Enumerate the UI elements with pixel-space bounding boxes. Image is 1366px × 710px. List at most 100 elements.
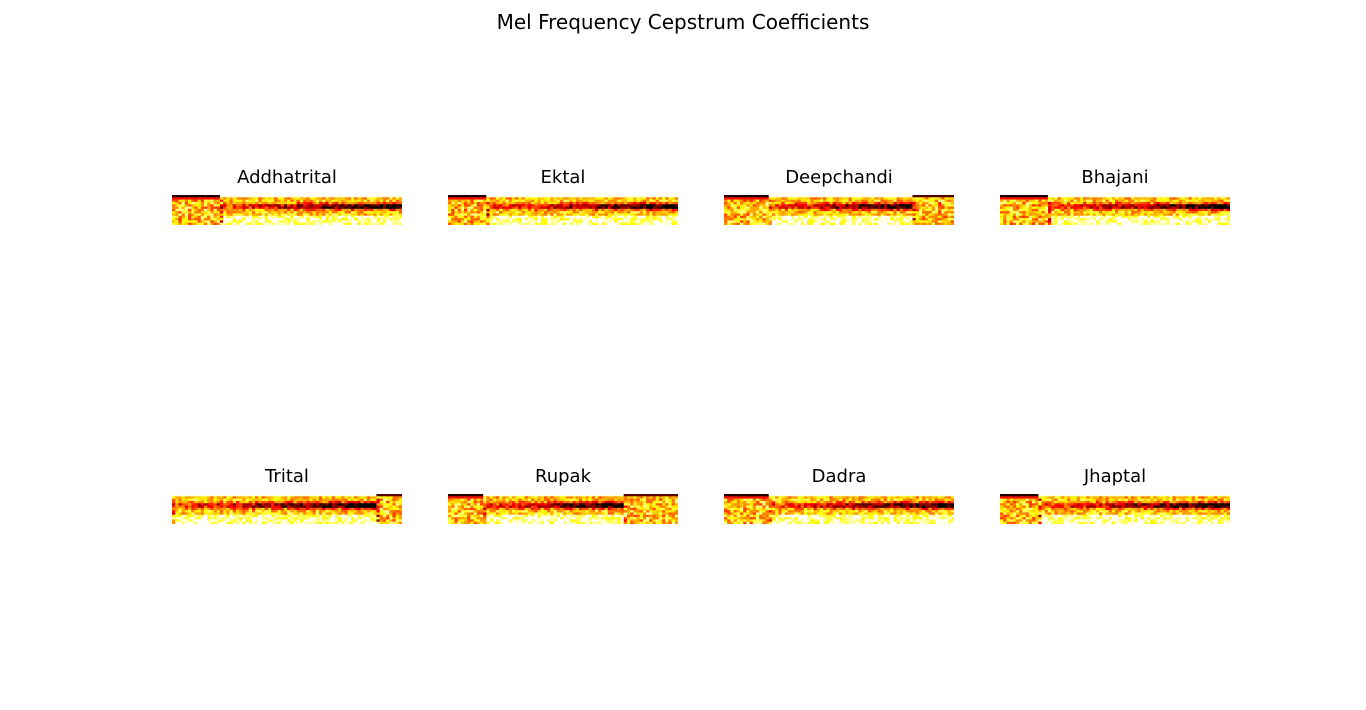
heatmap-cell (334, 517, 339, 520)
heatmap-cell (566, 211, 570, 214)
heatmap-cell (649, 211, 653, 214)
heatmap-cell (550, 204, 554, 207)
heatmap-cell (299, 514, 304, 518)
heatmap-cell (277, 521, 282, 524)
heatmap-cell (1182, 199, 1186, 203)
heatmap-cell (1140, 206, 1145, 210)
heatmap-cell (1162, 211, 1167, 214)
heatmap-cell (1214, 220, 1218, 224)
heatmap-cell (350, 215, 355, 219)
heatmap-cell (1019, 204, 1023, 207)
heatmap-cell (839, 218, 843, 221)
heatmap-cell (235, 507, 240, 511)
heatmap-cell (232, 517, 237, 520)
heatmap-cell (312, 507, 317, 511)
heatmap-cell (302, 197, 307, 201)
heatmap-cell (800, 199, 805, 203)
heatmap-cell (312, 197, 317, 201)
heatmap-cell (620, 500, 625, 504)
heatmap-cell (727, 213, 731, 217)
heatmap-cell (392, 218, 397, 221)
heatmap-cell (553, 215, 558, 219)
heatmap-cell (665, 215, 669, 219)
heatmap-cell (194, 507, 198, 511)
heatmap-cell (527, 500, 532, 504)
heatmap-cell (759, 220, 763, 224)
heatmap-cell (1038, 197, 1042, 201)
heatmap-cell (646, 222, 650, 225)
heatmap-cell (768, 204, 773, 207)
heatmap-cell (534, 218, 538, 221)
heatmap-cell (925, 208, 929, 212)
heatmap-cell (219, 206, 224, 210)
heatmap-cell (499, 496, 503, 500)
heatmap-cell (283, 215, 288, 219)
heatmap-cell (328, 215, 333, 219)
heatmap-cell (775, 220, 779, 224)
heatmap-cell (518, 206, 522, 210)
heatmap-cell (1162, 215, 1167, 219)
heatmap-cell (382, 220, 387, 224)
heatmap-cell (569, 496, 573, 500)
heatmap-cell (223, 220, 227, 224)
heatmap-cell (274, 521, 278, 524)
heatmap-cell (235, 204, 240, 207)
heatmap-cell (203, 494, 208, 497)
heatmap-cell (299, 507, 304, 511)
heatmap-cell (382, 498, 387, 502)
heatmap-cell (775, 201, 779, 205)
heatmap-cell (290, 211, 294, 214)
heatmap-cell (479, 222, 484, 225)
heatmap-cell (338, 215, 342, 219)
heatmap-cell (1031, 215, 1036, 219)
heatmap-cell (537, 215, 542, 219)
heatmap-cell (515, 218, 519, 221)
heatmap-cell (325, 222, 329, 225)
heatmap-cell (293, 220, 297, 224)
heatmap-cell (620, 201, 625, 205)
heatmap-cell (245, 220, 250, 224)
heatmap-cell (258, 197, 262, 201)
heatmap-cell (492, 500, 497, 504)
heatmap-cell (370, 498, 374, 502)
heatmap-cell (668, 195, 673, 198)
heatmap-cell (505, 220, 510, 224)
heatmap-cell (559, 500, 564, 504)
heatmap-cell (1038, 222, 1042, 225)
heatmap-cell (730, 220, 734, 224)
heatmap-cell (861, 197, 865, 201)
heatmap-cell (486, 500, 490, 504)
heatmap-cell (386, 510, 390, 513)
heatmap-cell (382, 512, 387, 516)
heatmap-cell (172, 204, 176, 207)
heatmap-cell (325, 512, 329, 516)
heatmap-cell (235, 199, 240, 203)
heatmap-cell (566, 195, 570, 198)
heatmap-cell (1191, 206, 1196, 210)
heatmap-cell (832, 199, 837, 203)
heatmap-cell (931, 220, 936, 224)
heatmap-cell (810, 218, 814, 221)
heatmap-cell (896, 220, 901, 224)
heatmap-cell (267, 500, 272, 504)
heatmap-cell (543, 201, 548, 205)
heatmap-cell (287, 199, 291, 203)
heatmap-cell (479, 215, 484, 219)
heatmap-cell (1025, 215, 1030, 219)
heatmap-cell (915, 211, 920, 214)
heatmap-cell (816, 218, 821, 221)
heatmap-cell (197, 512, 202, 516)
heatmap-cell (1137, 195, 1141, 198)
heatmap-cell (299, 521, 304, 524)
heatmap-cell (200, 503, 205, 506)
heatmap-cell (267, 215, 272, 219)
heatmap-cell (376, 215, 381, 219)
heatmap-cell (463, 201, 468, 205)
heatmap-cell (277, 220, 282, 224)
heatmap-cell (492, 195, 497, 198)
heatmap-cell (502, 500, 506, 504)
heatmap-cell (1204, 218, 1209, 221)
heatmap-cell (588, 500, 593, 504)
heatmap-cell (197, 517, 202, 520)
heatmap-cell (363, 514, 368, 518)
